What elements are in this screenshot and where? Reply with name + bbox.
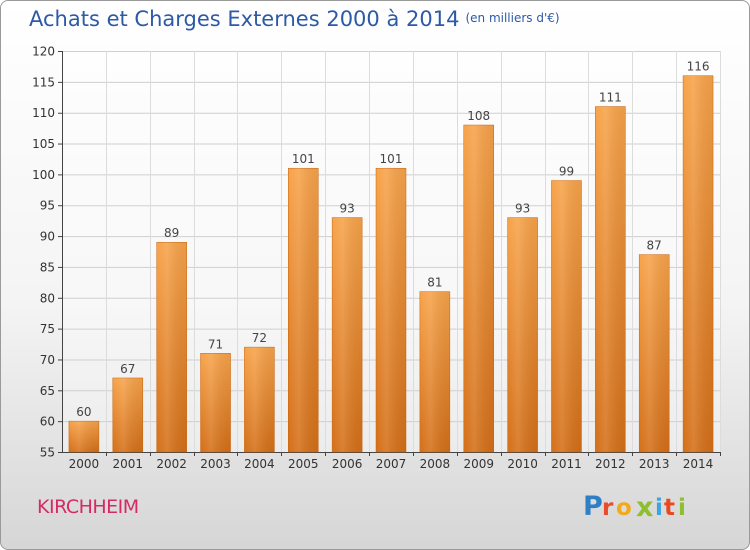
y-tick-label: 85 bbox=[40, 260, 55, 274]
y-tick-label: 120 bbox=[32, 45, 55, 59]
y-tick-label: 75 bbox=[40, 322, 55, 336]
logo-letter-t: t bbox=[664, 495, 675, 521]
y-tick-label: 60 bbox=[40, 415, 55, 429]
y-tick-label: 70 bbox=[40, 353, 55, 367]
data-label-2014: 116 bbox=[687, 60, 710, 74]
data-label-2007: 101 bbox=[380, 152, 403, 166]
logo-letter-x: x bbox=[636, 492, 653, 523]
x-tick-label: 2011 bbox=[551, 457, 582, 471]
data-label-2001: 67 bbox=[120, 362, 135, 376]
y-tick-label: 110 bbox=[32, 106, 55, 120]
x-tick-label: 2007 bbox=[376, 457, 407, 471]
data-label-2012: 111 bbox=[599, 91, 622, 105]
bars bbox=[68, 75, 714, 453]
proxiti-logo: P r o x i t i bbox=[583, 491, 686, 523]
bar-shine-2009 bbox=[463, 125, 494, 453]
chart-unit-label: (en milliers d'€) bbox=[465, 11, 560, 25]
data-label-2005: 101 bbox=[292, 152, 315, 166]
data-label-2013: 87 bbox=[647, 239, 662, 253]
y-tick-label: 55 bbox=[40, 446, 55, 460]
bar-shine-2003 bbox=[200, 353, 231, 452]
data-label-2010: 93 bbox=[515, 202, 530, 216]
data-labels: 60 67 89 71 72 101 93 101 81 108 93 99 111 87 116 bbox=[76, 60, 709, 419]
logo-letter-i2: i bbox=[678, 495, 686, 521]
y-tick-label: 65 bbox=[40, 384, 55, 398]
bar-shine-2007 bbox=[376, 168, 406, 452]
bar-shine-2002 bbox=[156, 242, 187, 452]
logo-letter-o: o bbox=[616, 495, 632, 521]
data-label-2009: 108 bbox=[467, 109, 490, 123]
x-tick-label: 2002 bbox=[156, 457, 187, 471]
x-tick-label: 2001 bbox=[113, 457, 144, 471]
data-label-2006: 93 bbox=[339, 202, 354, 216]
y-tick-label: 95 bbox=[40, 199, 55, 213]
bar-shine-2008 bbox=[419, 291, 450, 452]
bar-shine-2014 bbox=[683, 75, 714, 452]
logo-letter-p: P bbox=[583, 491, 603, 522]
x-tick-label: 2012 bbox=[595, 457, 626, 471]
bar-shine-2004 bbox=[244, 347, 275, 452]
y-tick-label: 80 bbox=[40, 291, 55, 305]
x-tick-label: 2000 bbox=[69, 457, 100, 471]
x-tick-label: 2013 bbox=[639, 457, 670, 471]
data-label-2011: 99 bbox=[559, 165, 574, 179]
x-tick-label: 2003 bbox=[200, 457, 231, 471]
logo-letter-i: i bbox=[655, 495, 663, 521]
bar-shine-2013 bbox=[639, 254, 670, 452]
bar-shine-2001 bbox=[112, 377, 143, 452]
bar-shine-2012 bbox=[595, 106, 626, 453]
y-tick-label: 90 bbox=[40, 230, 55, 244]
data-label-2008: 81 bbox=[427, 276, 442, 290]
bar-shine-2000 bbox=[68, 421, 99, 452]
x-tick-label: 2010 bbox=[507, 457, 538, 471]
data-label-2000: 60 bbox=[76, 405, 91, 419]
y-tick-label: 100 bbox=[32, 168, 55, 182]
y-tick-label: 115 bbox=[32, 75, 55, 89]
data-label-2002: 89 bbox=[164, 226, 179, 240]
axes: 55 60 65 70 75 80 85 90 95 100 105 110 115 120 2000 200… bbox=[32, 45, 721, 471]
x-tick-label: 2014 bbox=[683, 457, 714, 471]
x-tick-label: 2009 bbox=[463, 457, 494, 471]
x-tick-label: 2004 bbox=[244, 457, 275, 471]
data-label-2004: 72 bbox=[252, 331, 267, 345]
x-tick-label: 2008 bbox=[420, 457, 451, 471]
bar-shine-2011 bbox=[551, 180, 582, 453]
chart-title: Achats et Charges Externes 2000 à 2014 (e… bbox=[29, 7, 560, 31]
logo-letter-r: r bbox=[602, 495, 614, 521]
y-tick-label: 105 bbox=[32, 137, 55, 151]
x-tick-label: 2005 bbox=[288, 457, 319, 471]
bar-shine-2006 bbox=[332, 217, 363, 452]
x-tick-label: 2006 bbox=[332, 457, 363, 471]
city-name: KIRCHHEIM bbox=[37, 496, 139, 518]
bar-shine-2005 bbox=[288, 168, 319, 452]
bar-shine-2010 bbox=[507, 217, 538, 452]
data-label-2003: 71 bbox=[208, 337, 223, 351]
